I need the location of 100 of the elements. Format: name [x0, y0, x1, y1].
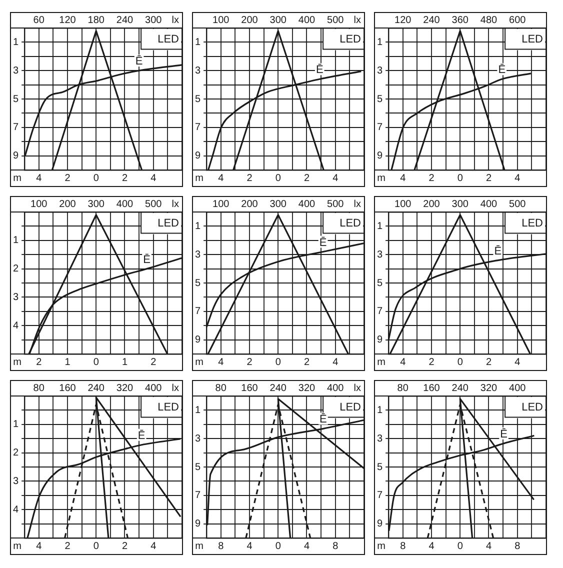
x-tick-label: 4: [36, 540, 42, 552]
y-tick-label: 1: [377, 36, 383, 48]
text: LED: [522, 402, 544, 414]
y-tick-label: 1: [13, 235, 19, 246]
y-tick-label: 7: [195, 122, 201, 134]
x2-axis-title: lx: [354, 198, 361, 210]
x2-tick-label: 160: [241, 382, 258, 394]
y-tick-label: 2: [13, 264, 19, 275]
x-tick-label: 0: [275, 540, 282, 552]
x2-tick-label: 300: [145, 14, 162, 26]
x2-tick-label: 480: [480, 14, 498, 26]
x-tick-label: 4: [514, 356, 521, 368]
x-tick-label: 0: [275, 172, 282, 184]
x2-tick-label: 100: [212, 14, 230, 26]
x-axis-title: m: [195, 172, 204, 184]
y-tick-label: 9: [377, 334, 383, 346]
x2-tick-label: 80: [33, 382, 45, 394]
series-label: Ē: [320, 412, 327, 426]
y-tick-label: 3: [13, 292, 19, 303]
y-tick-label: 7: [195, 306, 201, 318]
y-tick-label: 5: [195, 278, 201, 289]
x2-tick-label: 500: [327, 198, 344, 210]
x2-axis-title: lx: [172, 14, 179, 26]
y-tick-label: 3: [377, 65, 383, 76]
y-tick-label: 7: [195, 490, 201, 502]
y-tick-label: 1: [377, 220, 383, 232]
x2-tick-label: 360: [452, 14, 469, 26]
x2-tick-label: 400: [509, 382, 526, 394]
x-tick-label: 2: [64, 540, 71, 552]
x-tick-label: 4: [428, 540, 435, 552]
y-tick-label: 9: [13, 150, 19, 162]
text: LED: [340, 218, 362, 230]
x-tick-label: 2: [122, 540, 128, 552]
x-tick-label: 2: [64, 172, 71, 184]
text: LED: [522, 218, 544, 230]
x2-tick-label: 200: [59, 198, 76, 210]
x2-tick-label: 600: [509, 14, 526, 26]
x-tick-label: 0: [457, 540, 464, 552]
y-tick-label: 5: [377, 94, 383, 105]
x2-tick-label: 300: [270, 14, 287, 26]
x-tick-label: 2: [486, 172, 492, 184]
series-label: Ē: [498, 63, 506, 76]
x-tick-label: 4: [150, 540, 157, 552]
text: LED: [158, 402, 180, 414]
x2-axis-title: lx: [354, 14, 361, 26]
x-tick-label: 4: [332, 356, 339, 368]
x2-tick-label: 320: [116, 382, 134, 394]
x-tick-label: 2: [304, 356, 310, 368]
x-axis-title: m: [377, 540, 386, 552]
y-tick-label: 1: [13, 419, 19, 430]
x-tick-label: 2: [304, 172, 310, 184]
x-axis-title: m: [377, 172, 386, 184]
x2-tick-label: 300: [270, 198, 287, 210]
series-label: Ē: [494, 244, 502, 258]
x2-tick-label: 60: [33, 14, 45, 26]
y-tick-label: 1: [195, 220, 201, 232]
x-tick-label: 0: [275, 356, 282, 368]
x2-tick-label: 100: [212, 198, 230, 210]
series-label: Ē: [138, 428, 146, 442]
y-tick-label: 5: [377, 462, 383, 473]
x2-axis-title: lx: [172, 382, 179, 394]
y-tick-label: 7: [13, 122, 19, 134]
y-tick-label: 3: [13, 65, 19, 76]
x-tick-label: 0: [93, 172, 100, 184]
x2-tick-label: 500: [327, 14, 344, 26]
text: LED: [522, 34, 544, 46]
x2-tick-label: 240: [88, 382, 105, 394]
y-tick-label: 9: [377, 518, 383, 530]
x-axis-title: m: [377, 356, 386, 368]
x2-tick-label: 400: [480, 198, 498, 210]
x2-tick-label: 400: [327, 382, 344, 394]
x2-tick-label: 120: [394, 14, 412, 26]
x-tick-label: 4: [486, 540, 492, 552]
x-tick-label: 0: [457, 356, 464, 368]
y-tick-label: 5: [195, 94, 201, 105]
series-label: Ē: [319, 236, 327, 249]
series-label: Ē: [143, 252, 150, 266]
y-tick-label: 4: [13, 504, 19, 516]
x2-tick-label: 400: [298, 14, 316, 26]
y-tick-label: 7: [377, 122, 383, 134]
x2-tick-label: 180: [88, 14, 105, 26]
x2-tick-label: 300: [88, 198, 105, 210]
x2-axis-title: lx: [354, 382, 361, 394]
x2-tick-label: 240: [452, 382, 469, 394]
x-axis-title: m: [13, 172, 22, 184]
y-tick-label: 9: [195, 518, 201, 530]
x2-tick-label: 80: [215, 382, 227, 394]
x-tick-label: 4: [218, 172, 224, 184]
x2-tick-label: 200: [241, 198, 258, 210]
y-tick-label: 9: [195, 334, 201, 346]
x-tick-label: 4: [218, 356, 224, 368]
x-tick-label: 2: [428, 356, 435, 368]
x-axis-title: m: [195, 356, 204, 368]
x2-tick-label: 320: [480, 382, 498, 394]
x-tick-label: 1: [122, 356, 128, 368]
x2-tick-label: 500: [145, 198, 162, 210]
x2-tick-label: 200: [241, 14, 258, 26]
x-tick-label: 4: [304, 540, 310, 552]
x2-tick-label: 160: [59, 382, 76, 394]
x-tick-label: 0: [457, 172, 464, 184]
